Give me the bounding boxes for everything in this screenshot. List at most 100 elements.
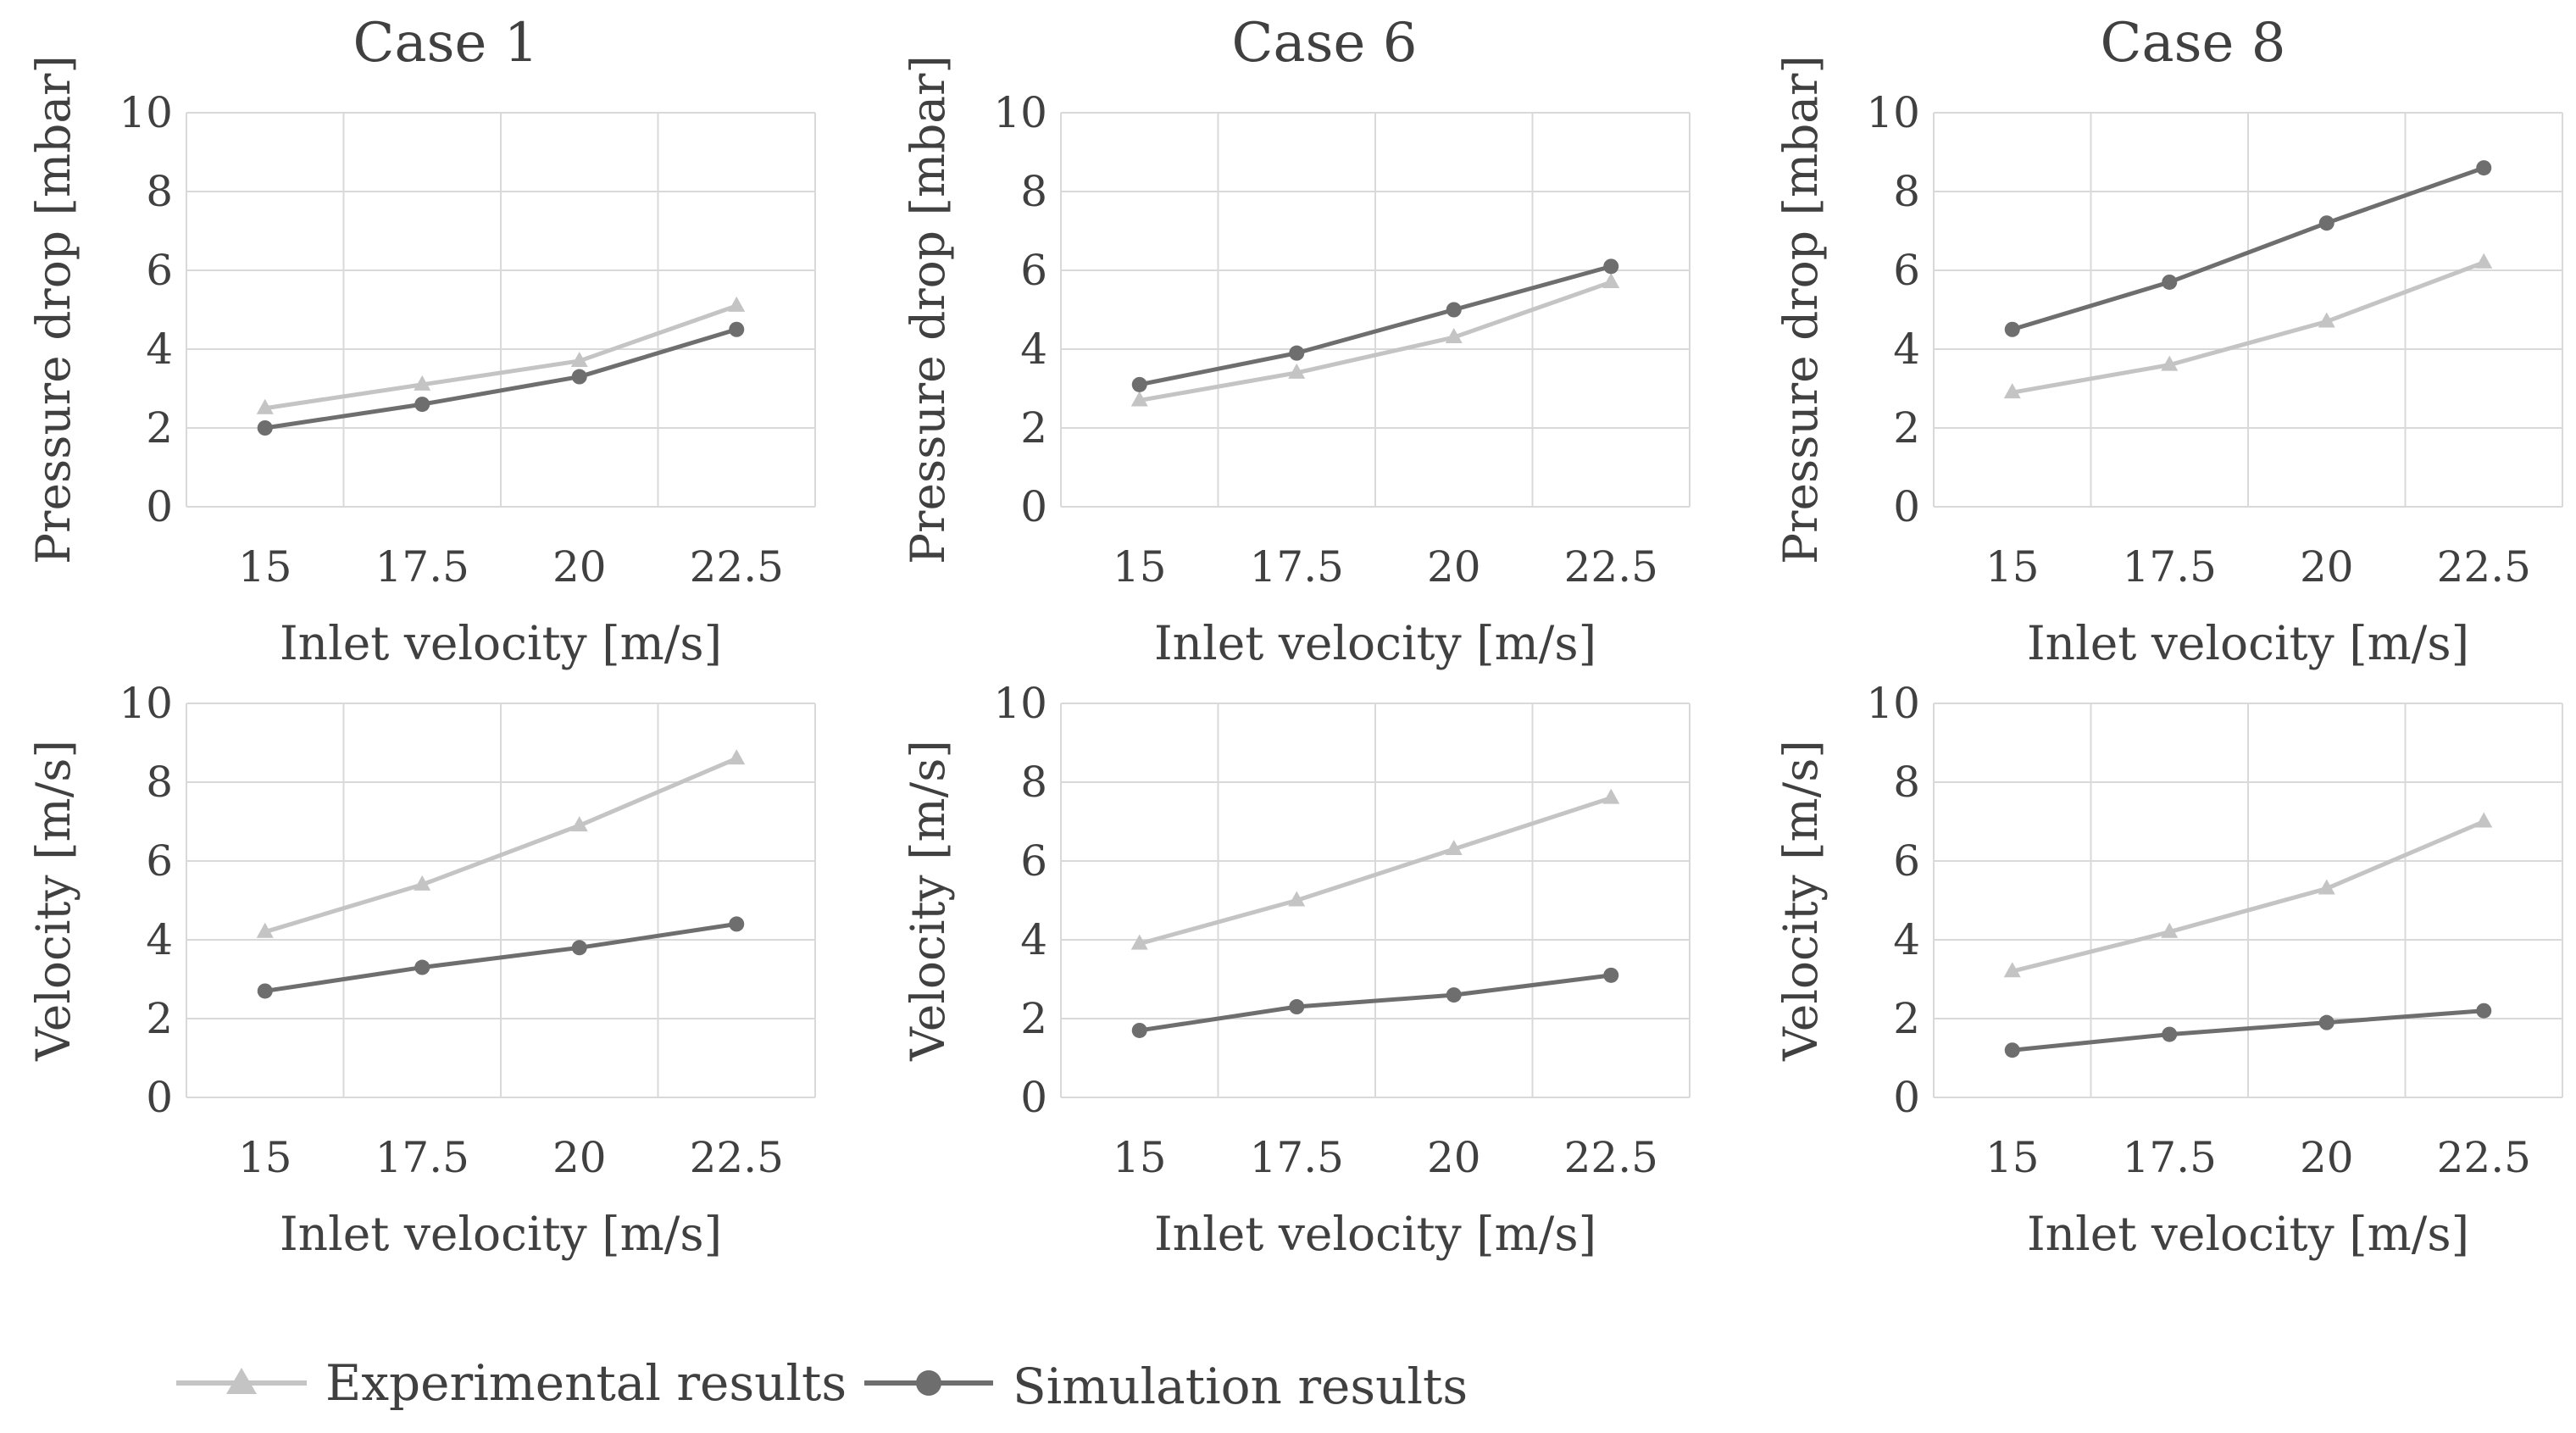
y-tick-label: 6: [1893, 836, 1920, 886]
simulation-point: [1446, 987, 1462, 1003]
x-axis-title: Inlet velocity [m/s]: [2027, 616, 2469, 670]
x-tick-label: 15: [238, 1133, 292, 1182]
simulation-point: [414, 397, 430, 413]
simulation-point: [1289, 345, 1305, 361]
simulation-point: [257, 983, 273, 999]
legend-experimental-marker: [226, 1368, 257, 1394]
experimental-point: [2318, 879, 2335, 895]
simulation-point: [1603, 258, 1619, 275]
simulation-point: [2004, 321, 2020, 337]
experimental-point: [728, 749, 746, 765]
legend: Experimental results Simulation results: [176, 1354, 1468, 1415]
y-axis-title: Pressure drop [mbar]: [1774, 55, 1828, 564]
x-tick-label: 17.5: [375, 1133, 469, 1182]
simulation-point: [729, 916, 745, 932]
x-tick-label: 15: [1985, 542, 2040, 592]
x-tick-label: 22.5: [690, 542, 784, 592]
simulation-point: [1603, 967, 1619, 983]
simulation-point: [2476, 1003, 2492, 1019]
y-tick-label: 6: [146, 246, 173, 295]
x-axis-title: Inlet velocity [m/s]: [280, 616, 722, 670]
x-tick-label: 15: [238, 542, 292, 592]
experimental-point: [1602, 788, 1620, 804]
simulation-point: [1446, 302, 1462, 318]
y-tick-label: 2: [146, 403, 173, 453]
x-tick-label: 22.5: [1564, 542, 1658, 592]
y-tick-label: 4: [146, 325, 173, 374]
simulation-series-line: [1139, 973, 1612, 1033]
y-tick-label: 2: [1020, 403, 1047, 453]
experimental-point: [2318, 312, 2335, 328]
experimental-point: [2475, 253, 2493, 269]
experimental-point: [1445, 840, 1463, 856]
experimental-point: [1130, 391, 1148, 407]
experimental-point: [2003, 962, 2021, 978]
simulation-point: [414, 959, 430, 975]
y-tick-label: 10: [1866, 679, 1920, 728]
experimental-series-line: [2012, 819, 2485, 974]
y-tick-label: 8: [146, 758, 173, 807]
y-tick-label: 2: [1893, 994, 1920, 1043]
y-axis-title: Pressure drop [mbar]: [26, 55, 80, 564]
simulation-point: [2004, 1042, 2020, 1058]
chart-title: Case 1: [353, 12, 539, 75]
x-tick-label: 22.5: [1564, 1133, 1658, 1182]
simulation-point: [2476, 160, 2492, 176]
y-tick-label: 2: [146, 994, 173, 1043]
simulation-point: [1289, 999, 1305, 1015]
x-tick-label: 20: [552, 542, 607, 592]
experimental-series-line: [1139, 796, 1613, 947]
x-tick-label: 20: [2300, 1133, 2354, 1182]
y-tick-label: 2: [1020, 994, 1047, 1043]
y-tick-label: 10: [1866, 88, 1920, 137]
x-axis-title: Inlet velocity [m/s]: [2027, 1207, 2469, 1261]
y-tick-label: 0: [146, 482, 173, 531]
y-tick-label: 6: [1893, 246, 1920, 295]
y-tick-label: 10: [993, 679, 1047, 728]
chart-panel-6: 0 2 4 6 8 10 15 17.5 20 22.5 Inlet velocity [m/s] V…: [1774, 679, 2563, 1261]
legend-simulation-label: Simulation results: [1013, 1358, 1468, 1415]
y-tick-label: 8: [1020, 758, 1047, 807]
experimental-series-line: [264, 303, 738, 411]
experimental-point: [570, 816, 588, 832]
experimental-point: [1288, 363, 1306, 379]
x-tick-label: 17.5: [375, 542, 469, 592]
experimental-point: [1130, 934, 1148, 950]
y-tick-label: 0: [146, 1073, 173, 1122]
x-tick-label: 15: [1113, 542, 1167, 592]
y-tick-label: 4: [1020, 915, 1047, 964]
x-tick-label: 17.5: [1250, 1133, 1344, 1182]
experimental-point: [1602, 272, 1620, 288]
x-tick-label: 15: [1985, 1133, 2040, 1182]
simulation-series-line: [2012, 165, 2485, 332]
chart-panel-1: 0 2 4 6 8 10 15 17.5 20 22.5 Inlet velocity [m/s] P…: [26, 12, 816, 670]
simulation-point: [2162, 1026, 2178, 1042]
simulation-series-line: [1139, 264, 1612, 387]
chart-panel-3: 0 2 4 6 8 10 15 17.5 20 22.5 Inlet velocity [m/s] P…: [1774, 12, 2563, 670]
y-tick-label: 10: [119, 88, 173, 137]
x-tick-label: 20: [552, 1133, 607, 1182]
simulation-point: [729, 321, 745, 337]
experimental-point: [414, 375, 431, 391]
x-tick-label: 15: [1113, 1133, 1167, 1182]
y-tick-label: 10: [993, 88, 1047, 137]
y-axis-title: Velocity [m/s]: [901, 740, 955, 1062]
x-tick-label: 22.5: [2437, 542, 2531, 592]
experimental-point: [414, 875, 431, 891]
y-tick-label: 6: [1020, 836, 1047, 886]
y-axis-title: Velocity [m/s]: [1774, 740, 1828, 1062]
experimental-point: [2161, 355, 2179, 371]
x-tick-label: 17.5: [2123, 1133, 2217, 1182]
simulation-point: [2318, 1014, 2334, 1030]
experimental-point: [1445, 328, 1463, 344]
x-axis-title: Inlet velocity [m/s]: [280, 1207, 722, 1261]
experimental-point: [256, 922, 274, 938]
simulation-point: [571, 369, 587, 385]
legend-simulation-marker: [916, 1370, 941, 1396]
chart-panel-4: 0 2 4 6 8 10 15 17.5 20 22.5 Inlet velocity [m/s] V…: [26, 679, 816, 1261]
chart-title: Case 8: [2101, 12, 2286, 75]
y-tick-label: 4: [1893, 915, 1920, 964]
x-tick-label: 20: [2300, 542, 2354, 592]
experimental-point: [2161, 922, 2179, 938]
